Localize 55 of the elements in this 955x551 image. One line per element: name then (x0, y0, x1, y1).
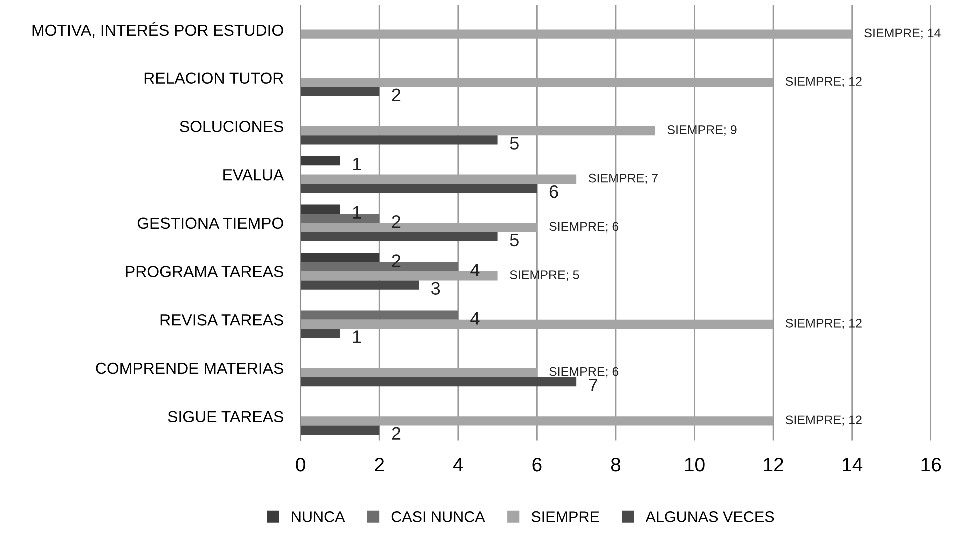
bar (300, 329, 340, 338)
x-tick-label: 10 (685, 458, 705, 472)
data-label: SIEMPRE; 12 (786, 318, 862, 330)
data-label: SIEMPRE; 9 (668, 126, 737, 136)
data-label: 4 (470, 312, 480, 325)
x-tick-label: 8 (611, 458, 621, 472)
bar (300, 232, 498, 242)
y-tick-label: PROGRAMA TAREAS (126, 266, 284, 278)
bar (300, 377, 577, 387)
data-label: SIEMPRE; 14 (864, 28, 941, 40)
y-tick-label: SIGUE TAREAS (168, 411, 284, 423)
bar (300, 310, 458, 320)
data-label: 1 (353, 158, 362, 171)
bar (300, 156, 340, 166)
x-tick-label: 16 (922, 458, 942, 472)
data-label: 2 (392, 88, 401, 102)
data-label: 3 (432, 282, 440, 295)
x-tick-label: 12 (764, 458, 784, 472)
bar (300, 204, 340, 214)
legend-label: NUNCA (292, 512, 346, 522)
data-label: 6 (550, 185, 558, 198)
legend-label: CASI NUNCA (392, 512, 486, 522)
y-tick-label: REVISA TAREAS (160, 314, 284, 326)
y-tick-label: SOLUCIONES (180, 121, 284, 132)
bar (300, 184, 538, 194)
data-label: SIEMPRE; 6 (550, 367, 619, 378)
bar (300, 280, 420, 290)
data-label: SIEMPRE; 12 (786, 416, 862, 426)
x-tick-label: 6 (532, 458, 542, 472)
data-label: SIEMPRE; 6 (550, 222, 619, 233)
data-label: 2 (392, 215, 401, 228)
y-tick-label: RELACION TUTOR (144, 72, 284, 84)
y-tick-label: MOTIVA, INTERÉS POR ESTUDIO (32, 22, 284, 38)
legend-label: ALGUNAS VECES (646, 512, 774, 522)
y-tick-label: GESTIONA TIEMPO (138, 218, 284, 230)
legend-label: SIEMPRE (532, 512, 600, 522)
bar (300, 87, 380, 96)
data-label: SIEMPRE; 12 (786, 77, 862, 88)
y-tick-label: EVALUA (224, 170, 284, 181)
x-tick-label: 2 (375, 458, 384, 472)
data-label: 7 (589, 379, 598, 392)
data-label: 4 (470, 264, 480, 276)
x-tick-label: 0 (296, 458, 306, 472)
data-label: SIEMPRE; 7 (588, 174, 658, 184)
bar (300, 253, 380, 262)
data-label: SIEMPRE; 5 (510, 270, 580, 281)
data-label: 1 (353, 330, 362, 344)
data-label: 2 (392, 427, 401, 440)
data-label: 5 (510, 234, 519, 247)
data-label: 5 (510, 137, 519, 150)
x-tick-label: 4 (453, 458, 464, 472)
y-tick-label: COMPRENDE MATERIAS (96, 362, 284, 374)
bar (300, 426, 380, 435)
x-tick-label: 14 (843, 458, 863, 472)
bar (300, 136, 498, 145)
